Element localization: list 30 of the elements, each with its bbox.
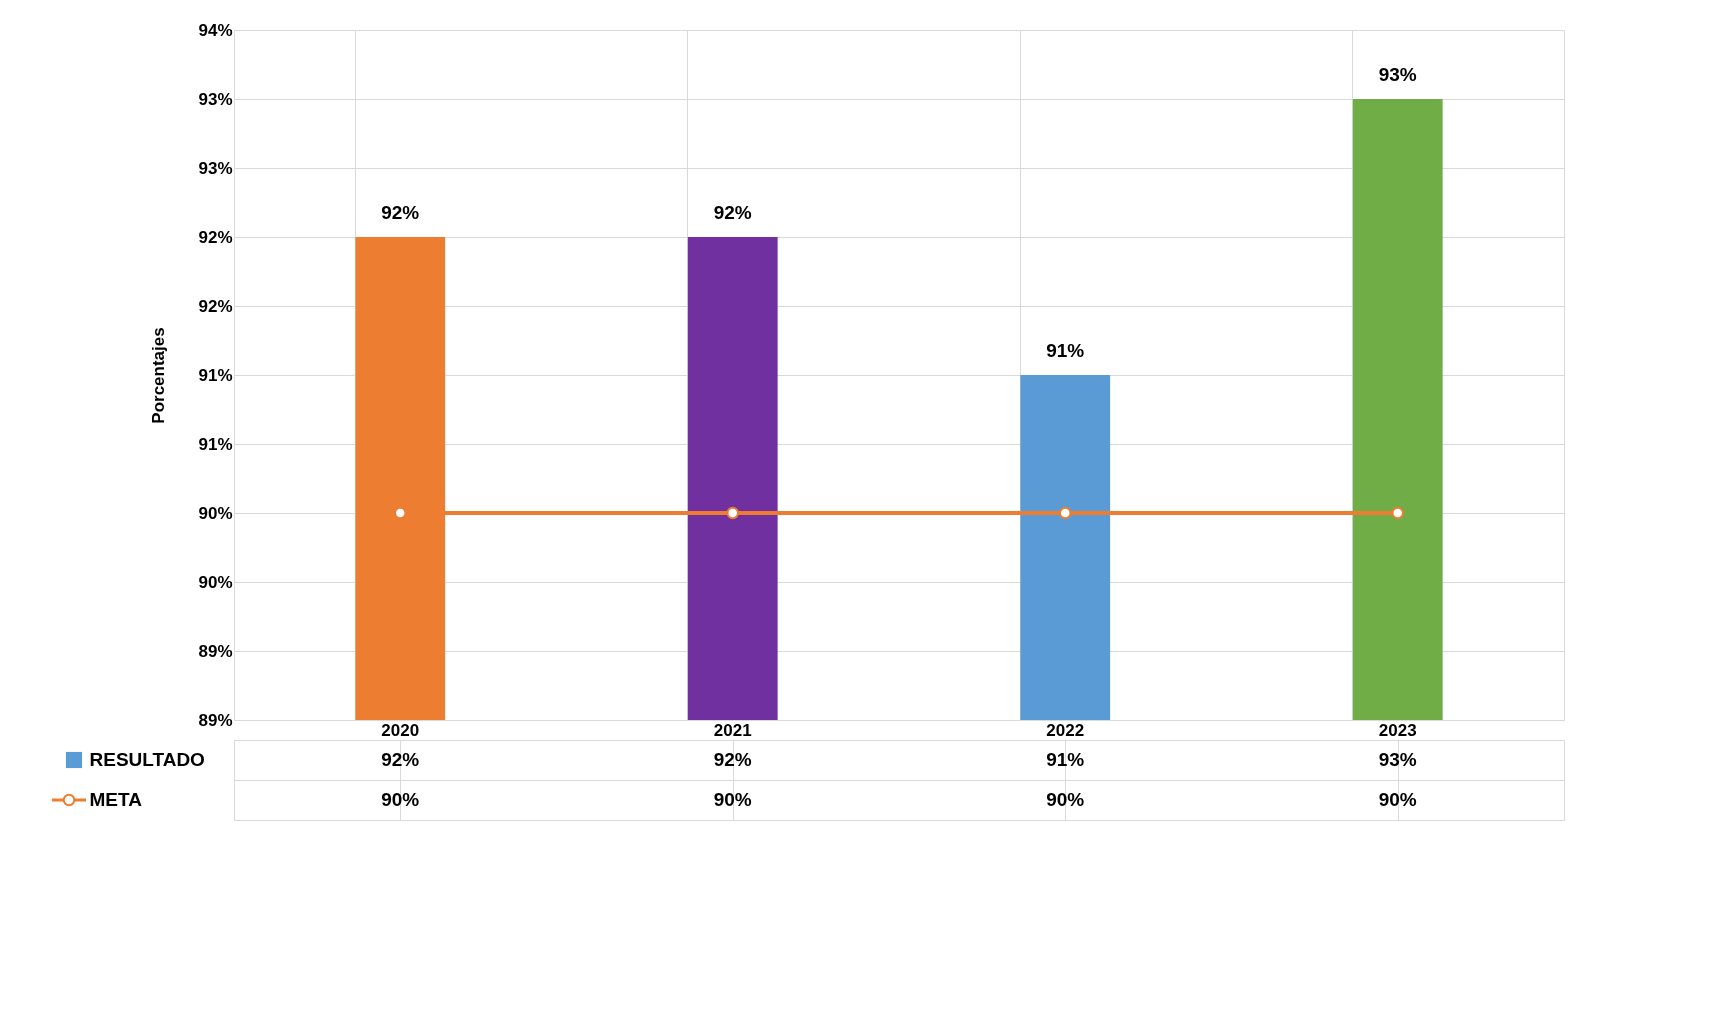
y-tick-label: 93% (198, 89, 233, 109)
text: 91% (1046, 340, 1085, 361)
legend-label: RESULTADO (89, 749, 205, 770)
y-tick-label: 94% (198, 20, 233, 40)
y-tick-label: 91% (198, 434, 233, 454)
x-tick-label: 2023 (1378, 720, 1417, 740)
y-tick-label: 89% (198, 641, 233, 661)
data-label: 90% (1378, 789, 1417, 810)
y-tick-label: 92% (198, 296, 233, 316)
y-tick-label: 92% (198, 227, 233, 247)
y-tick-label: 93% (198, 158, 233, 178)
data-label: 93% (1378, 749, 1417, 770)
data-label: 90% (713, 789, 752, 810)
data-label: 90% (381, 789, 420, 810)
data-label: 90% (1046, 789, 1085, 810)
x-tick-label: 2020 (381, 720, 420, 740)
y-tick-label: 90% (198, 503, 233, 523)
y-tick-label: 90% (198, 572, 233, 592)
y-tick-label: 91% (198, 365, 233, 385)
x-tick-label: 2021 (713, 720, 752, 740)
text: 92% (381, 202, 420, 223)
data-label: 91% (1046, 749, 1085, 770)
x-tick-label: 2022 (1046, 720, 1085, 740)
y-tick-label: 89% (198, 710, 233, 730)
text: 92% (713, 202, 752, 223)
text: 93% (1378, 64, 1417, 85)
legend-label: META (89, 789, 143, 810)
data-label: 92% (381, 749, 420, 770)
y-axis-title: Porcentajes (149, 327, 169, 424)
data-label: 92% (713, 749, 752, 770)
